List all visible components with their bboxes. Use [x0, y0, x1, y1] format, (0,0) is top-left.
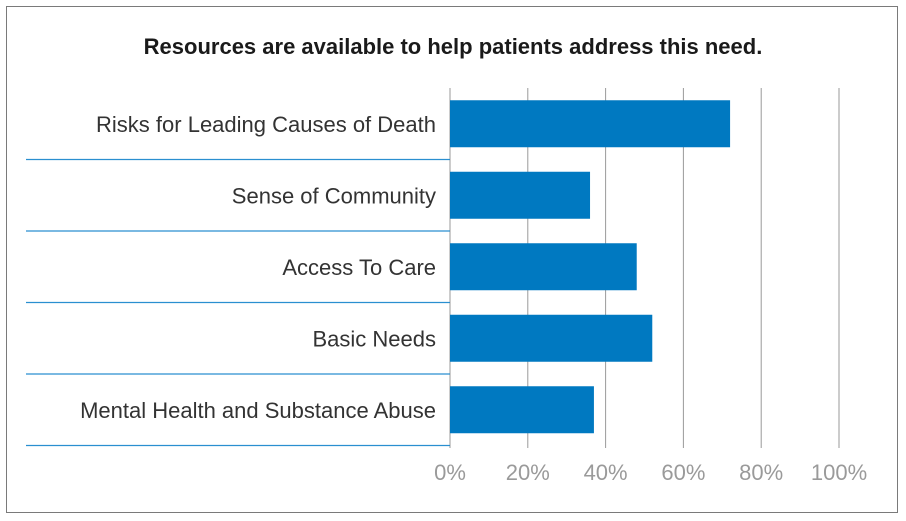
category-label-1: Sense of Community	[232, 183, 436, 208]
x-tick-label-3: 60%	[661, 460, 705, 485]
category-label-0: Risks for Leading Causes of Death	[96, 112, 436, 137]
bar-1	[450, 171, 591, 219]
bar-0	[450, 100, 731, 148]
x-tick-label-5: 100%	[811, 460, 867, 485]
x-tick-label-0: 0%	[434, 460, 466, 485]
category-label-3: Basic Needs	[312, 326, 436, 351]
bar-3	[450, 314, 653, 362]
bar-4	[450, 386, 594, 434]
chart-title: Resources are available to help patients…	[143, 34, 763, 59]
x-tick-label-1: 20%	[506, 460, 550, 485]
x-tick-label-2: 40%	[584, 460, 628, 485]
category-label-4: Mental Health and Substance Abuse	[80, 398, 436, 423]
x-tick-label-4: 80%	[739, 460, 783, 485]
category-label-2: Access To Care	[282, 255, 436, 280]
bar-2	[450, 243, 637, 291]
